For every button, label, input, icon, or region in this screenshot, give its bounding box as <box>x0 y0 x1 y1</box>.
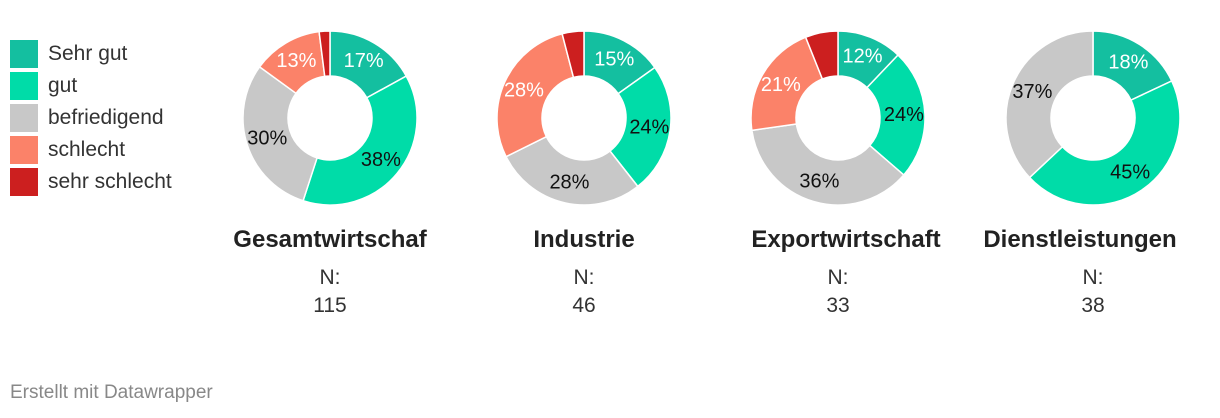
n-label: N: <box>827 266 849 289</box>
legend-item-sehr-gut: Sehr gut <box>10 38 172 70</box>
n-value: 115 <box>313 294 347 317</box>
n-label: N: <box>573 266 595 289</box>
donut-data-label: 24% <box>629 116 669 138</box>
donut-data-label: 28% <box>504 80 544 102</box>
n-value: 38 <box>1081 294 1105 317</box>
donut-slice-gut <box>302 75 418 206</box>
donut-data-label: 30% <box>247 127 287 149</box>
donut-data-label: 15% <box>594 48 634 70</box>
donut-data-label: 21% <box>761 74 801 96</box>
donut-charts-svg: 17% 38% 30% 13% 15% 24% 28% 28% 12% 24% 36% 21% 18% 4… <box>242 30 1181 206</box>
donut-data-label: 24% <box>884 104 924 126</box>
donut-slice-schlecht <box>496 32 575 158</box>
n-label: N: <box>1082 266 1104 289</box>
legend-swatch <box>10 72 38 100</box>
donut-slice-befriedigend <box>1005 30 1094 179</box>
donut-data-label: 38% <box>361 149 401 171</box>
legend-label: gut <box>48 74 78 97</box>
donut-slice-sehr-schlecht <box>804 30 839 80</box>
donut-data-label: 17% <box>344 50 384 72</box>
legend-swatch <box>10 168 38 196</box>
donut-data-label: 18% <box>1108 51 1148 73</box>
legend-label: Sehr gut <box>48 42 128 65</box>
chart-title: Dienstleistungen <box>983 226 1177 253</box>
legend-label: befriedigend <box>48 106 164 129</box>
donut-charts-area: 17% 38% 30% 13% 15% 24% 28% 28% 12% 24% 36% 21% 18% 4… <box>233 30 1181 317</box>
legend: Sehr gut gut befriedigend schlecht sehr … <box>10 38 172 198</box>
legend-item-schlecht: schlecht <box>10 134 172 166</box>
legend-item-befriedigend: befriedigend <box>10 102 172 134</box>
donut-data-label: 45% <box>1110 162 1150 184</box>
donut-slice-befriedigend <box>751 123 905 206</box>
donut-slice-gut <box>608 66 672 188</box>
donut-data-label: 13% <box>276 50 316 72</box>
donut-data-label: 12% <box>843 46 883 68</box>
donut-slice-gut <box>865 53 926 177</box>
chart-title: Gesamtwirtschaf <box>233 226 427 253</box>
donut-slice-sehr-schlecht <box>561 30 585 79</box>
n-value: 46 <box>572 294 596 317</box>
legend-item-gut: gut <box>10 70 172 102</box>
footer-credit: Erstellt mit Datawrapper <box>10 382 213 403</box>
chart-title: Exportwirtschaft <box>751 226 941 253</box>
legend-label: sehr schlecht <box>48 170 172 193</box>
donut-slice-befriedigend <box>242 65 318 202</box>
legend-swatch <box>10 40 38 68</box>
n-label: N: <box>319 266 341 289</box>
donut-data-label: 28% <box>549 171 589 193</box>
donut-slice-gut <box>1028 79 1181 206</box>
donut-slice-befriedigend <box>505 135 639 206</box>
legend-item-sehr-schlecht: sehr schlecht <box>10 166 172 198</box>
n-value: 33 <box>826 294 850 317</box>
legend-label: schlecht <box>48 138 126 161</box>
donut-data-label: 36% <box>799 170 839 192</box>
donut-slice-sehr-schlecht <box>318 30 331 78</box>
donut-data-label: 37% <box>1012 81 1052 103</box>
legend-swatch <box>10 104 38 132</box>
legend-swatch <box>10 136 38 164</box>
chart-title: Industrie <box>533 226 635 253</box>
